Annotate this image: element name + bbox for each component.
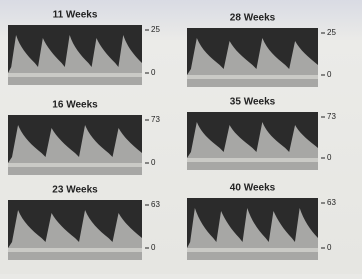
baseline-band: [187, 158, 318, 162]
panel-title: 28 Weeks: [230, 13, 276, 24]
scale-bottom: 0: [327, 70, 332, 79]
scale-top: 73: [151, 115, 160, 124]
scale-top: 25: [327, 28, 336, 37]
baseline-band: [8, 163, 142, 167]
baseline-band: [8, 73, 142, 77]
panel-title: 35 Weeks: [230, 97, 276, 108]
scale-top: 73: [327, 112, 336, 121]
scale-bottom: 0: [151, 68, 156, 77]
scale-bottom: 0: [151, 243, 156, 252]
panel-title: 23 Weeks: [52, 185, 98, 196]
panel-title: 40 Weeks: [230, 183, 276, 194]
baseline-band: [8, 248, 142, 252]
baseline-band: [187, 248, 318, 252]
scale-top: 25: [151, 25, 160, 34]
panel-title: 16 Weeks: [52, 100, 98, 111]
scale-top: 63: [151, 200, 160, 209]
baseline-band: [187, 75, 318, 79]
figure: 11 Weeks 25 0 28 Weeks 25 0 16 Weeks 73 0 35 Week…: [0, 0, 362, 274]
scale-bottom: 0: [327, 243, 332, 252]
scale-bottom: 0: [151, 158, 156, 167]
scale-top: 63: [327, 198, 336, 207]
scale-bottom: 0: [327, 153, 332, 162]
panel-title: 11 Weeks: [53, 10, 98, 21]
